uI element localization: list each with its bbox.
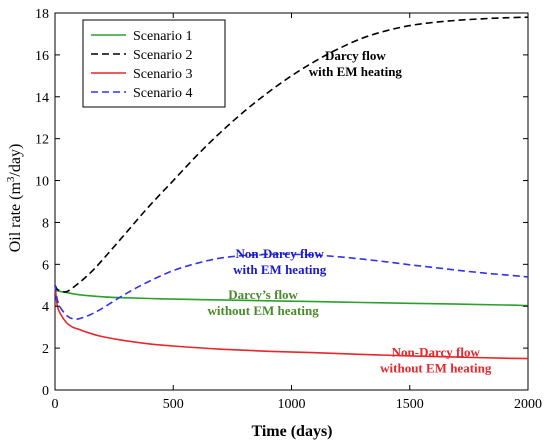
- y-tick-label: 12: [35, 133, 49, 148]
- x-axis-label: Time (days): [251, 423, 332, 440]
- annotation-4-line-1: Non-Darcy flow: [392, 344, 481, 359]
- x-tick-label: 1500: [396, 397, 424, 412]
- y-axis-label-superscript: 3: [5, 176, 17, 182]
- series-line-2: [54, 16, 529, 293]
- y-tick-label: 18: [35, 7, 49, 22]
- legend: Scenario 1 Scenario 2 Scenario 3 Scenario 4: [82, 19, 226, 108]
- annotation-1: Darcy flow with EM heating: [309, 48, 403, 79]
- y-axis-label: Oil rate (m3/day): [5, 144, 24, 253]
- annotation-2-line-1: Non-Darcy flow: [236, 246, 325, 261]
- annotation-4-line-2: without EM heating: [380, 360, 492, 375]
- annotation-1-line-1: Darcy flow: [325, 48, 386, 63]
- axes-layer: 0 500 1000 1500 2000 0 2 4 6 8 10 12 14 16 18: [35, 7, 542, 412]
- y-tick-label: 0: [42, 384, 49, 399]
- annotation-4: Non-Darcy flow without EM heating: [380, 344, 492, 375]
- annotation-2: Non-Darcy flow with EM heating: [233, 246, 327, 277]
- annotation-3-line-2: without EM heating: [208, 303, 320, 318]
- y-tick-label: 2: [42, 342, 49, 357]
- annotation-2-line-2: with EM heating: [233, 262, 327, 277]
- legend-label-3: Scenario 3: [133, 67, 192, 82]
- y-tick-label: 4: [42, 300, 49, 315]
- y-axis-label-unit: /day): [7, 144, 24, 177]
- y-tick-label: 14: [35, 91, 49, 106]
- y-tick-label: 10: [35, 175, 49, 190]
- y-tick-label: 16: [35, 49, 49, 64]
- series-line-3: [54, 285, 529, 360]
- y-axis-label-main: Oil rate (m: [7, 182, 24, 253]
- x-tick-label: 2000: [514, 397, 542, 412]
- annotation-1-line-2: with EM heating: [309, 64, 403, 79]
- y-tick-label: 6: [42, 258, 49, 273]
- x-tick-label: 0: [52, 397, 59, 412]
- x-tick-label: 500: [163, 397, 184, 412]
- annotation-3: Darcy’s flow without EM heating: [208, 287, 320, 318]
- legend-label-4: Scenario 4: [133, 86, 192, 101]
- annotation-3-line-1: Darcy’s flow: [228, 287, 298, 302]
- x-tick-label: 1000: [278, 397, 306, 412]
- legend-label-2: Scenario 2: [133, 48, 192, 63]
- series-layer: [54, 16, 529, 360]
- series-line-4: [54, 253, 529, 321]
- y-tick-label: 8: [42, 216, 49, 231]
- legend-label-1: Scenario 1: [133, 29, 192, 44]
